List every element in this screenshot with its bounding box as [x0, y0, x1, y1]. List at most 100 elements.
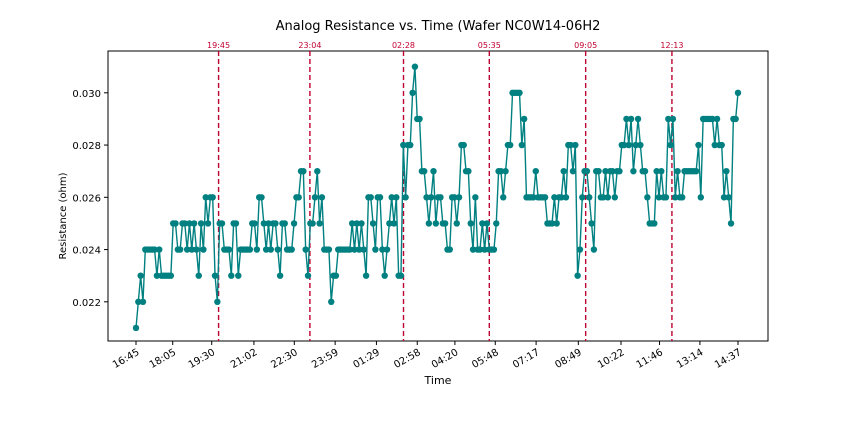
- data-point: [576, 246, 584, 253]
- data-point: [381, 272, 388, 279]
- data-point: [235, 272, 242, 279]
- data-point: [734, 89, 742, 97]
- y-tick-label: 0.028: [72, 141, 101, 152]
- data-point: [560, 167, 567, 175]
- y-tick-label: 0.026: [72, 193, 101, 204]
- data-point: [599, 194, 607, 201]
- data-point: [397, 272, 405, 279]
- data-point: [641, 167, 649, 175]
- data-point: [302, 246, 309, 253]
- data-point: [627, 115, 635, 123]
- data-point: [376, 194, 384, 201]
- data-point: [637, 141, 644, 149]
- data-point: [472, 194, 479, 201]
- data-point: [351, 246, 358, 253]
- data-point: [460, 141, 467, 149]
- data-point: [569, 167, 577, 175]
- chart-title: Analog Resistance vs. Time (Wafer NC0W14…: [276, 19, 601, 34]
- data-point: [532, 167, 539, 175]
- data-point: [295, 194, 302, 201]
- data-point: [421, 167, 428, 175]
- data-point: [634, 115, 642, 123]
- plot-frame: [107, 50, 769, 342]
- data-point: [718, 141, 725, 149]
- x-tick-label: 13:14: [675, 347, 705, 371]
- y-axis-label: Resistance (ohm): [58, 172, 69, 259]
- data-point: [176, 246, 184, 253]
- x-tick-label: 22:30: [269, 347, 299, 371]
- x-tick-label: 14:37: [713, 347, 743, 371]
- data-point: [453, 220, 460, 227]
- data-point: [300, 167, 307, 175]
- marker-label: 05:35: [478, 41, 501, 50]
- data-point: [530, 194, 537, 201]
- data-point: [362, 272, 370, 279]
- data-point: [620, 141, 628, 149]
- data-point: [218, 220, 226, 227]
- data-point: [260, 220, 268, 227]
- x-tick-label: 21:02: [229, 347, 259, 371]
- data-point: [553, 220, 560, 227]
- data-point: [411, 63, 419, 70]
- data-point: [604, 194, 612, 201]
- data-point: [720, 194, 728, 201]
- data-point: [481, 246, 488, 253]
- data-point: [181, 220, 189, 227]
- data-point: [200, 246, 207, 253]
- data-point: [137, 272, 144, 279]
- data-point: [172, 220, 179, 227]
- data-point: [186, 220, 193, 227]
- data-point: [441, 220, 449, 227]
- data-point: [369, 220, 377, 227]
- x-tick-label: 16:45: [111, 347, 141, 371]
- x-axis-label: Time: [424, 374, 452, 387]
- data-point: [500, 194, 507, 201]
- data-point: [632, 141, 639, 149]
- data-point: [672, 194, 679, 201]
- data-point: [602, 167, 609, 175]
- data-point: [132, 324, 140, 332]
- x-tick-label: 11:46: [635, 347, 665, 371]
- data-point: [209, 194, 216, 201]
- data-point: [402, 194, 409, 201]
- data-point: [232, 220, 240, 227]
- x-tick-label: 19:30: [187, 347, 217, 371]
- data-point: [541, 194, 549, 201]
- data-point: [437, 194, 444, 201]
- data-point: [188, 246, 195, 253]
- data-point: [290, 220, 298, 227]
- data-point: [348, 220, 356, 227]
- data-point: [253, 246, 261, 253]
- series-line: [135, 66, 739, 329]
- x-tick-label: 18:05: [148, 347, 178, 371]
- data-point: [251, 220, 258, 227]
- x-tick-label: 05:48: [470, 347, 500, 371]
- data-point: [190, 220, 198, 227]
- data-point: [665, 115, 672, 123]
- data-point: [258, 194, 265, 201]
- data-point: [379, 246, 386, 253]
- data-point: [695, 141, 702, 149]
- data-point: [383, 246, 391, 253]
- data-point: [651, 220, 658, 227]
- data-point: [507, 141, 514, 149]
- data-point: [325, 246, 333, 253]
- data-point: [409, 89, 416, 97]
- plot-area: 0.022 0.024 0.026 0.028 0.030 16:45 18:05 19:30…: [72, 41, 769, 371]
- data-point: [623, 115, 630, 123]
- y-tick-label: 0.024: [72, 246, 101, 257]
- data-point: [479, 220, 486, 227]
- data-point: [304, 272, 312, 279]
- data-point: [427, 194, 435, 201]
- marker-label: 02:28: [392, 41, 415, 50]
- data-point: [713, 115, 721, 123]
- data-point: [281, 220, 288, 227]
- data-point: [393, 194, 400, 201]
- x-tick-label: 10:22: [596, 347, 626, 371]
- data-point: [367, 194, 374, 201]
- data-point: [476, 246, 484, 253]
- x-tick-label: 04:20: [430, 347, 460, 371]
- data-point: [267, 246, 275, 253]
- data-point: [372, 246, 379, 253]
